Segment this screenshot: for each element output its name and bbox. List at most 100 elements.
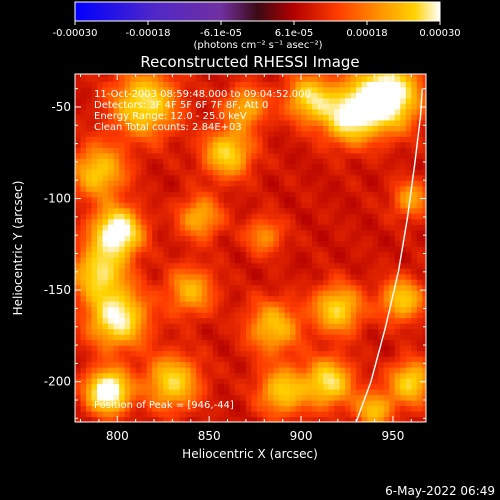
heatmap-cell (256, 334, 264, 341)
heatmap-cell (102, 262, 109, 269)
heatmap-cell (251, 279, 258, 286)
heatmap-cell (207, 86, 214, 93)
heatmap-cell (290, 273, 297, 280)
heatmap-cell (278, 185, 286, 192)
heatmap-cell (174, 339, 181, 346)
heatmap-cell (317, 339, 324, 346)
heatmap-cell (306, 218, 313, 225)
heatmap-cell (267, 290, 275, 297)
heatmap-cell (229, 74, 236, 77)
heatmap-cell (223, 350, 230, 357)
heatmap-cell (212, 356, 219, 363)
heatmap-cell (119, 273, 126, 280)
heatmap-cell (97, 207, 104, 214)
heatmap-cell (174, 306, 181, 313)
heatmap-cell (317, 372, 324, 379)
heatmap-cell (323, 97, 330, 104)
heatmap-cell (356, 345, 363, 352)
heatmap-cell (86, 411, 93, 418)
heatmap-cell (152, 383, 159, 390)
heatmap-cell (256, 86, 264, 93)
heatmap-cell (339, 147, 346, 154)
heatmap-cell (218, 279, 225, 286)
heatmap-cell (218, 108, 225, 115)
heatmap-cell (135, 119, 142, 126)
heatmap-cell (207, 312, 214, 319)
heatmap-cell (301, 141, 308, 148)
heatmap-cell (284, 108, 291, 115)
heatmap-cell (411, 405, 418, 412)
heatmap-cell (102, 180, 109, 187)
heatmap-cell (185, 317, 192, 324)
heatmap-cell (367, 262, 374, 269)
heatmap-cell (306, 147, 313, 154)
heatmap-cell (295, 81, 302, 88)
heatmap-cell (218, 229, 225, 236)
heatmap-cell (361, 152, 368, 159)
heatmap-cell (251, 240, 258, 247)
heatmap-cell (256, 317, 264, 324)
heatmap-cell (234, 262, 241, 269)
heatmap-cell (185, 361, 192, 368)
heatmap-cell (367, 312, 374, 319)
heatmap-cell (284, 361, 291, 368)
heatmap-cell (185, 74, 192, 77)
heatmap-cell (389, 262, 396, 269)
heatmap-cell (416, 229, 423, 236)
heatmap-cell (234, 306, 241, 313)
heatmap-cell (328, 268, 335, 275)
heatmap-cell (422, 334, 426, 341)
heatmap-cell (223, 97, 230, 104)
heatmap-cell (174, 295, 181, 302)
heatmap-cell (113, 147, 120, 154)
heatmap-cell (356, 235, 363, 242)
heatmap-cell (251, 108, 258, 115)
heatmap-cell (328, 416, 335, 422)
heatmap-cell (124, 350, 131, 357)
heatmap-cell (108, 246, 115, 253)
heatmap-cell (361, 169, 368, 176)
heatmap-cell (416, 295, 423, 302)
heatmap-cell (207, 180, 214, 187)
heatmap-cell (223, 92, 230, 99)
heatmap-cell (301, 163, 308, 170)
heatmap-cell (367, 185, 374, 192)
heatmap-cell (256, 130, 264, 137)
heatmap-cell (411, 141, 418, 148)
heatmap-cell (135, 174, 142, 181)
heatmap-cell (383, 328, 390, 335)
heatmap-cell (361, 416, 368, 422)
heatmap-cell (185, 174, 192, 181)
heatmap-cell (312, 312, 319, 319)
heatmap-cell (262, 136, 269, 143)
heatmap-cell (256, 136, 264, 143)
heatmap-cell (356, 306, 363, 313)
heatmap-cell (278, 284, 286, 291)
heatmap-cell (75, 229, 82, 236)
heatmap-cell (251, 180, 258, 187)
heatmap-cell (141, 108, 148, 115)
heatmap-cell (378, 345, 385, 352)
heatmap-cell (256, 345, 264, 352)
heatmap-cell (179, 378, 186, 385)
heatmap-cell (185, 339, 192, 346)
heatmap-cell (229, 191, 236, 198)
heatmap-cell (312, 114, 319, 121)
heatmap-cell (196, 163, 203, 170)
heatmap-cell (262, 147, 269, 154)
heatmap-cell (174, 411, 181, 418)
heatmap-cell (91, 196, 98, 203)
heatmap-cell (334, 81, 341, 88)
heatmap-cell (80, 119, 87, 126)
heatmap-cell (367, 328, 374, 335)
heatmap-cell (185, 196, 192, 203)
heatmap-cell (345, 367, 352, 374)
heatmap-cell (201, 163, 208, 170)
heatmap-cell (405, 383, 412, 390)
heatmap-cell (256, 323, 264, 330)
heatmap-cell (152, 400, 159, 407)
heatmap-cell (157, 114, 164, 121)
heatmap-cell (400, 246, 407, 253)
heatmap-cell (240, 86, 247, 93)
heatmap-cell (422, 361, 426, 368)
